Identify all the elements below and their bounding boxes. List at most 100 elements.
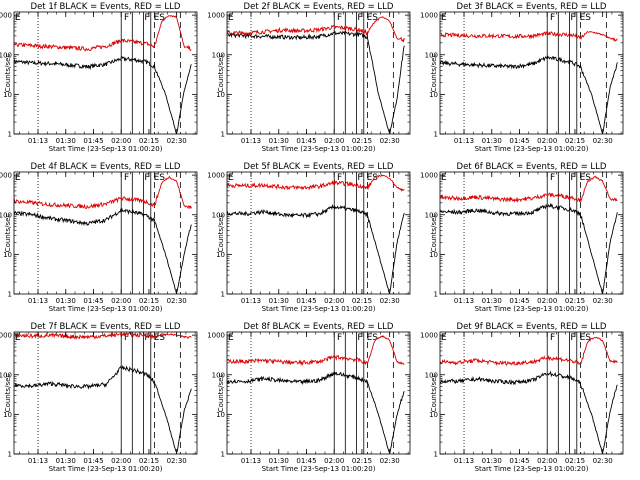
y-axis-label: Counts/sec — [4, 54, 12, 93]
flag-label: F — [550, 173, 555, 183]
x-tick-label: 02:15 — [139, 457, 159, 465]
plot-frame — [439, 171, 624, 295]
x-tick-label: 01:45 — [83, 137, 103, 145]
series-lld-line — [14, 15, 192, 52]
series-events-line — [14, 364, 192, 453]
series-lld-line — [227, 174, 405, 192]
x-axis-label: Start Time (23-Sep-13 01:00:20) — [262, 145, 376, 153]
x-tick-label: 01:13 — [28, 457, 48, 465]
y-axis-label: Counts/sec — [430, 374, 438, 413]
y-tick-label: 1 — [221, 451, 225, 459]
y-tick-label: 100 — [212, 51, 225, 59]
x-tick-label: 02:15 — [352, 457, 372, 465]
panel-title: Det 6f BLACK = Events, RED = LLD — [457, 162, 607, 172]
x-tick-label: 02:15 — [352, 297, 372, 305]
plot-frame — [13, 171, 198, 295]
y-axis-label: Counts/sec — [217, 54, 225, 93]
x-tick-label: 01:13 — [454, 457, 474, 465]
series-lld-line — [440, 175, 618, 203]
y-tick-label: 100 — [212, 211, 225, 219]
x-tick-label: 02:15 — [139, 137, 159, 145]
flag-label: E — [228, 13, 234, 23]
flag-label: F — [550, 333, 555, 343]
x-tick-label: 02:30 — [593, 297, 613, 305]
x-tick-label: 01:45 — [509, 137, 529, 145]
y-tick-label: 10 — [216, 411, 225, 419]
x-tick-label: 01:13 — [241, 457, 261, 465]
x-axis-label: Start Time (23-Sep-13 01:00:20) — [475, 465, 589, 473]
x-axis-label: Start Time (23-Sep-13 01:00:20) — [262, 465, 376, 473]
panel-det-8: Det 8f BLACK = Events, RED = LLD E F F ES 1 10… — [207, 322, 411, 473]
y-tick-label: 1000 — [207, 332, 225, 340]
y-axis-label: Counts/sec — [430, 54, 438, 93]
plot-frame — [439, 331, 624, 455]
y-tick-label: 10 — [429, 91, 438, 99]
x-tick-label: 02:30 — [380, 457, 400, 465]
x-tick-label: 02:15 — [139, 297, 159, 305]
x-tick-label: 02:00 — [537, 297, 557, 305]
y-tick-label: 10 — [3, 91, 12, 99]
series-events-line — [440, 202, 618, 294]
y-tick-label: 1 — [434, 131, 438, 139]
flag-label: F — [124, 333, 129, 343]
y-tick-label: 1000 — [0, 172, 12, 180]
series-events-line — [227, 203, 405, 294]
flag-label: ES — [367, 173, 379, 183]
panel-title: Det 4f BLACK = Events, RED = LLD — [31, 162, 181, 172]
x-tick-label: 01:30 — [482, 297, 502, 305]
y-tick-label: 1 — [434, 451, 438, 459]
y-axis-label: Counts/sec — [4, 374, 12, 413]
x-tick-label: 02:30 — [380, 297, 400, 305]
flag-label: F — [124, 173, 129, 183]
y-tick-label: 1 — [8, 131, 12, 139]
x-tick-label: 02:30 — [593, 457, 613, 465]
flag-label: F — [357, 13, 362, 23]
x-axis-label: Start Time (23-Sep-13 01:00:20) — [49, 305, 163, 313]
y-tick-label: 100 — [425, 211, 438, 219]
x-tick-label: 02:30 — [593, 137, 613, 145]
plot-frame — [13, 11, 198, 135]
panel-title: Det 8f BLACK = Events, RED = LLD — [244, 322, 394, 332]
series-lld-line — [440, 336, 618, 367]
flag-label: F — [337, 333, 342, 343]
y-tick-label: 1000 — [0, 12, 12, 20]
flag-label: ES — [580, 173, 592, 183]
x-tick-label: 01:30 — [269, 297, 289, 305]
y-tick-label: 10 — [429, 251, 438, 259]
series-events-line — [440, 370, 618, 454]
flag-label: F — [570, 333, 575, 343]
x-tick-label: 01:13 — [28, 137, 48, 145]
flag-label: E — [15, 13, 21, 23]
x-tick-label: 02:15 — [352, 137, 372, 145]
series-events-line — [227, 30, 405, 134]
x-tick-label: 01:45 — [296, 297, 316, 305]
x-tick-label: 02:00 — [111, 457, 131, 465]
panel-title: Det 3f BLACK = Events, RED = LLD — [457, 2, 607, 12]
series-events-line — [14, 56, 192, 134]
panel-title: Det 1f BLACK = Events, RED = LLD — [31, 2, 181, 12]
flag-label: E — [441, 13, 447, 23]
panel-det-6: Det 6f BLACK = Events, RED = LLD E F F ES 1 10… — [420, 162, 624, 313]
y-tick-label: 1000 — [207, 172, 225, 180]
panel-title: Det 7f BLACK = Events, RED = LLD — [31, 322, 181, 332]
panel-title: Det 2f BLACK = Events, RED = LLD — [244, 2, 394, 12]
flag-label: F — [144, 13, 149, 23]
flag-label: F — [570, 13, 575, 23]
x-axis-label: Start Time (23-Sep-13 01:00:20) — [49, 465, 163, 473]
series-lld-line — [14, 332, 192, 341]
panel-det-2: Det 2f BLACK = Events, RED = LLD E F F ES 1 10… — [207, 2, 411, 153]
x-tick-label: 02:00 — [111, 297, 131, 305]
panel-det-7: Det 7f BLACK = Events, RED = LLD E F F ES 1 10… — [0, 322, 198, 473]
y-tick-label: 1000 — [0, 332, 12, 340]
y-tick-label: 10 — [429, 411, 438, 419]
x-tick-label: 02:00 — [324, 297, 344, 305]
panel-det-1: Det 1f BLACK = Events, RED = LLD E F F ES 1 10… — [0, 2, 198, 153]
flag-label: ES — [580, 13, 592, 23]
panel-det-3: Det 3f BLACK = Events, RED = LLD E F F ES 1 10… — [420, 2, 624, 153]
panel-det-4: Det 4f BLACK = Events, RED = LLD E F F ES 1 10… — [0, 162, 198, 313]
x-tick-label: 02:15 — [565, 137, 585, 145]
x-tick-label: 01:13 — [241, 297, 261, 305]
y-tick-label: 100 — [425, 51, 438, 59]
flag-label: F — [357, 173, 362, 183]
flag-label: E — [228, 173, 234, 183]
